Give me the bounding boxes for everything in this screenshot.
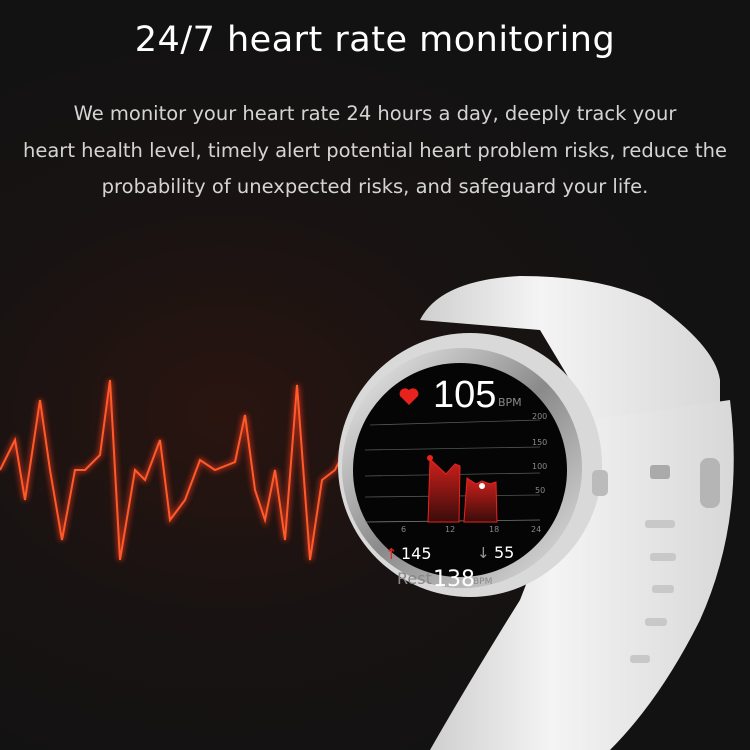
crown-button[interactable]	[592, 470, 608, 496]
arrow-up-icon: ↑	[385, 545, 398, 563]
max-bpm: 145	[401, 544, 432, 563]
y-tick: 200	[532, 412, 547, 421]
y-tick: 100	[532, 462, 547, 471]
heartbeat-graphic	[0, 379, 362, 561]
x-tick: 18	[489, 525, 499, 534]
description-line: We monitor your heart rate 24 hours a da…	[73, 102, 677, 125]
description: We monitor your heart rate 24 hours a da…	[0, 96, 750, 206]
arrow-down-icon: ↓	[477, 544, 490, 562]
bpm-unit: BPM	[498, 396, 522, 409]
chart-area	[463, 477, 498, 523]
description-line: heart health level, timely alert potenti…	[23, 138, 727, 162]
x-tick: 6	[401, 525, 406, 534]
rest-bpm-unit: BPM	[473, 577, 492, 587]
x-tick: 24	[531, 525, 541, 534]
min-bpm: 55	[494, 543, 514, 562]
watch-band	[420, 276, 734, 750]
heart-rate-screen: 105 BPM 200 150 100 50 6 12 18 24 ↑ 145 …	[364, 374, 547, 592]
page-title: 24/7 heart rate monitoring	[134, 20, 616, 60]
chart-current-point	[479, 483, 485, 489]
heart-icon	[399, 388, 419, 405]
chart-max-point	[427, 455, 433, 461]
rest-bpm: 138	[433, 567, 475, 592]
y-tick: 150	[532, 438, 547, 447]
x-tick: 12	[445, 525, 455, 534]
y-tick: 50	[535, 486, 545, 495]
description-line: probability of unexpected risks, and saf…	[101, 175, 649, 198]
current-bpm: 105	[433, 374, 496, 416]
rest-label: Rest	[397, 569, 432, 588]
